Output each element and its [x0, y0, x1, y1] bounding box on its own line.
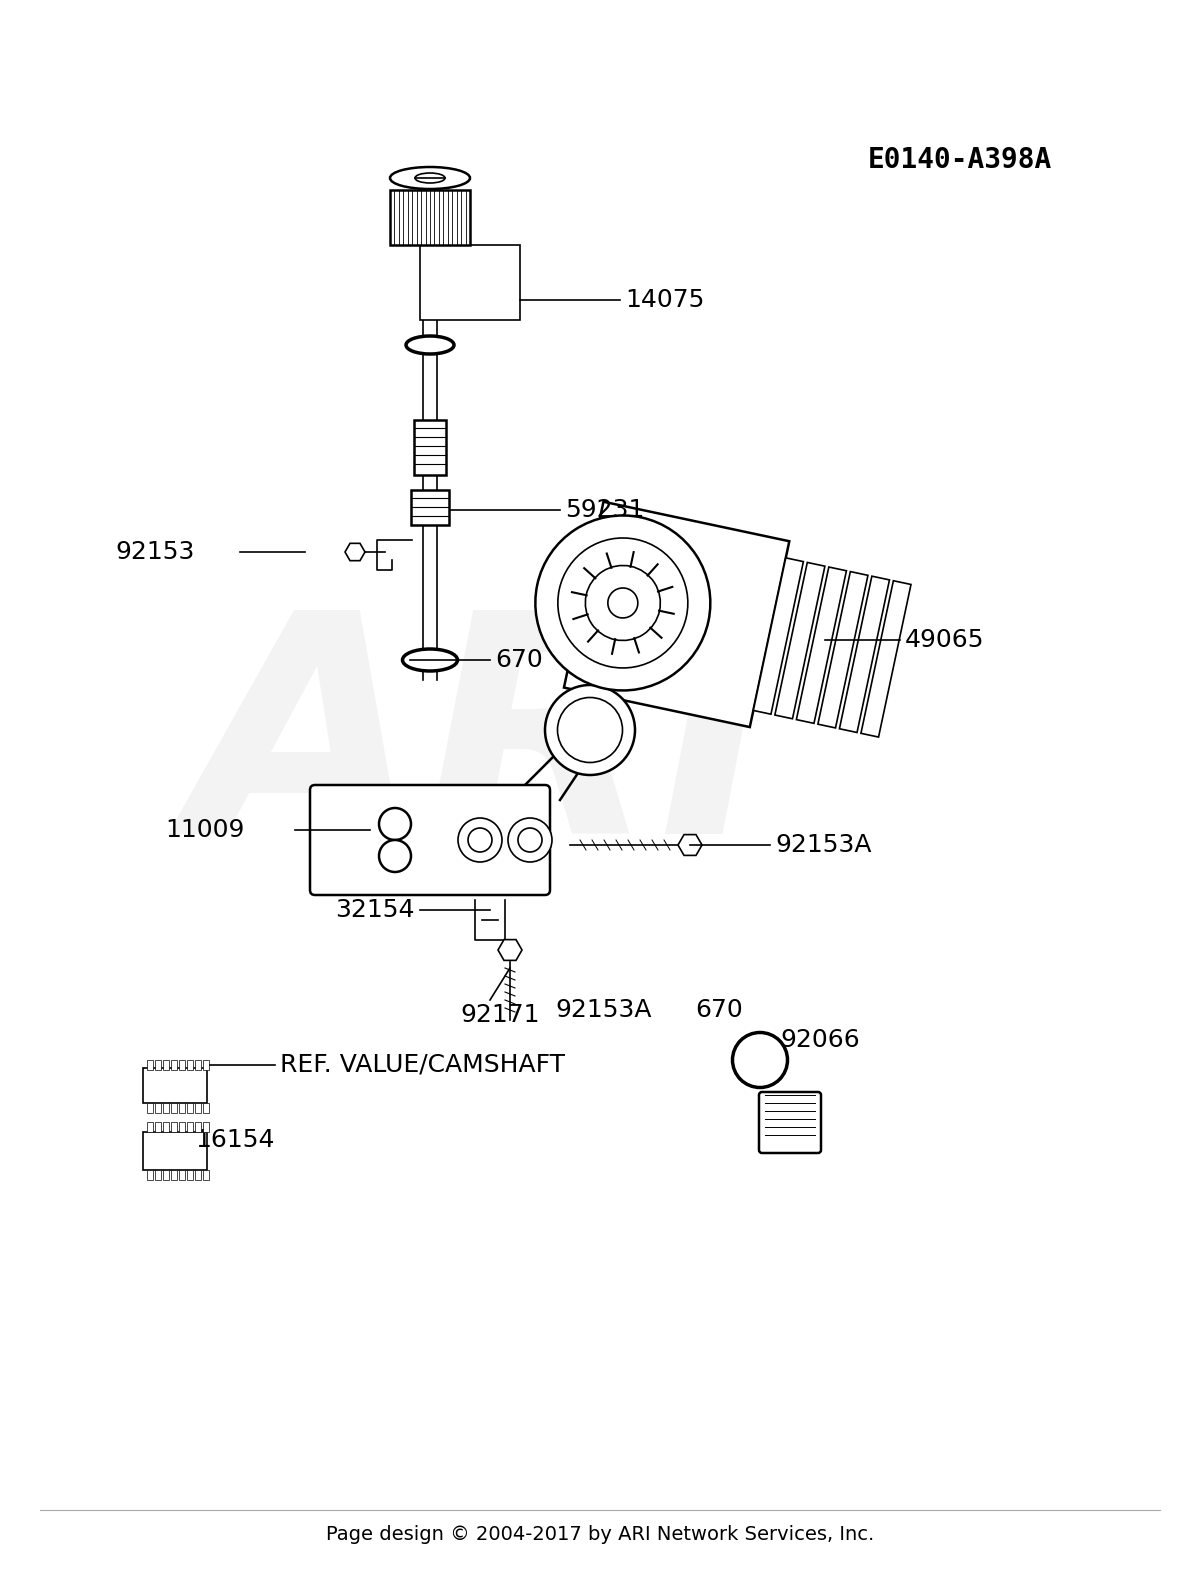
Polygon shape: [678, 835, 702, 855]
Text: 92066: 92066: [780, 1028, 859, 1051]
Ellipse shape: [535, 516, 710, 690]
Bar: [179, 1170, 185, 1180]
Bar: [155, 1122, 161, 1131]
Bar: [163, 1061, 169, 1070]
Text: 670: 670: [695, 998, 743, 1021]
Text: 92171: 92171: [460, 1003, 540, 1028]
Bar: [172, 1061, 178, 1070]
Bar: [840, 576, 889, 733]
Ellipse shape: [406, 336, 454, 355]
Text: REF. VALUE/CAMSHAFT: REF. VALUE/CAMSHAFT: [280, 1053, 565, 1076]
Bar: [797, 566, 846, 723]
Bar: [148, 1103, 154, 1112]
Text: 16154: 16154: [194, 1128, 275, 1152]
Bar: [414, 420, 446, 475]
Bar: [775, 562, 824, 719]
Text: 49065: 49065: [905, 628, 984, 653]
Bar: [860, 581, 911, 737]
Ellipse shape: [390, 166, 470, 188]
Text: 32154: 32154: [335, 897, 414, 923]
Ellipse shape: [732, 1032, 787, 1087]
Bar: [564, 502, 790, 726]
Bar: [818, 571, 868, 728]
Text: 670: 670: [496, 648, 542, 672]
Bar: [194, 1103, 202, 1112]
Bar: [148, 1061, 154, 1070]
Ellipse shape: [379, 839, 410, 872]
Text: 11009: 11009: [166, 817, 245, 843]
Text: E0140-A398A: E0140-A398A: [868, 146, 1052, 174]
Text: 59231: 59231: [565, 497, 644, 522]
Ellipse shape: [608, 588, 638, 618]
Bar: [187, 1122, 193, 1131]
Text: Page design © 2004-2017 by ARI Network Services, Inc.: Page design © 2004-2017 by ARI Network S…: [326, 1525, 874, 1544]
Ellipse shape: [402, 650, 457, 672]
Text: 92153: 92153: [115, 540, 194, 563]
Circle shape: [468, 828, 492, 852]
Bar: [179, 1103, 185, 1112]
Bar: [187, 1061, 193, 1070]
Bar: [172, 1103, 178, 1112]
Bar: [143, 1068, 208, 1103]
Bar: [179, 1122, 185, 1131]
FancyBboxPatch shape: [760, 1092, 821, 1153]
Bar: [155, 1061, 161, 1070]
Circle shape: [508, 817, 552, 861]
Bar: [155, 1170, 161, 1180]
Text: 92153A: 92153A: [775, 833, 871, 857]
Ellipse shape: [558, 538, 688, 668]
Bar: [187, 1103, 193, 1112]
Bar: [420, 245, 520, 320]
Bar: [203, 1122, 209, 1131]
Bar: [172, 1170, 178, 1180]
Bar: [754, 559, 803, 714]
Text: ARI: ARI: [187, 601, 773, 899]
Bar: [203, 1103, 209, 1112]
Bar: [203, 1170, 209, 1180]
Bar: [148, 1170, 154, 1180]
Ellipse shape: [415, 173, 445, 184]
Bar: [163, 1122, 169, 1131]
Bar: [179, 1061, 185, 1070]
Ellipse shape: [379, 808, 410, 839]
Polygon shape: [346, 543, 365, 560]
Polygon shape: [498, 940, 522, 960]
Bar: [163, 1170, 169, 1180]
Bar: [390, 190, 470, 245]
Text: 14075: 14075: [625, 289, 704, 312]
Bar: [194, 1170, 202, 1180]
Bar: [143, 1131, 208, 1170]
Bar: [203, 1061, 209, 1070]
Bar: [172, 1122, 178, 1131]
Bar: [148, 1122, 154, 1131]
Bar: [194, 1061, 202, 1070]
Bar: [163, 1103, 169, 1112]
Ellipse shape: [586, 565, 660, 640]
Circle shape: [518, 828, 542, 852]
Bar: [187, 1170, 193, 1180]
Bar: [155, 1103, 161, 1112]
Ellipse shape: [545, 686, 635, 775]
Ellipse shape: [558, 698, 623, 763]
Circle shape: [458, 817, 502, 861]
FancyBboxPatch shape: [310, 784, 550, 894]
Bar: [194, 1122, 202, 1131]
Text: 92153A: 92153A: [554, 998, 652, 1021]
Bar: [410, 490, 449, 526]
